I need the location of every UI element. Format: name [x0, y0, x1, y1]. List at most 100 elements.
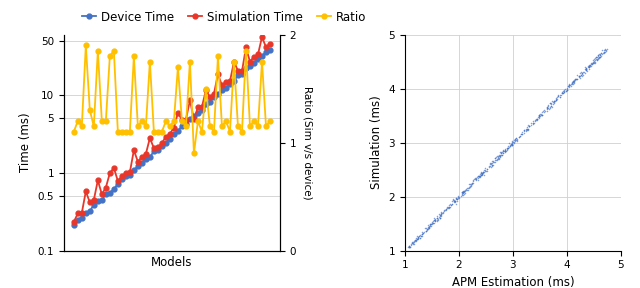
Point — [570, 77, 580, 82]
Point — [576, 70, 586, 74]
Point — [475, 174, 485, 178]
Point — [495, 154, 505, 158]
Point — [441, 207, 451, 212]
Point — [560, 87, 570, 92]
Point — [424, 226, 434, 231]
Point — [435, 213, 445, 218]
Point — [474, 175, 484, 179]
Point — [510, 138, 520, 142]
Point — [506, 143, 516, 148]
Point — [477, 170, 488, 175]
Point — [595, 54, 605, 59]
Y-axis label: Time (ms): Time (ms) — [19, 113, 32, 173]
Point — [430, 219, 440, 223]
Point — [512, 137, 522, 141]
Point — [471, 177, 481, 181]
Point — [413, 235, 423, 239]
Point — [517, 131, 527, 136]
Point — [461, 188, 472, 192]
Point — [435, 215, 445, 220]
Point — [465, 185, 476, 189]
Point — [415, 233, 425, 238]
Point — [409, 239, 419, 244]
Point — [548, 101, 559, 106]
Point — [481, 168, 491, 173]
Point — [451, 197, 461, 202]
Point — [537, 113, 547, 117]
Point — [485, 161, 495, 166]
Point — [577, 73, 587, 78]
Point — [438, 209, 449, 213]
Point — [514, 135, 524, 140]
Point — [592, 56, 602, 61]
Point — [524, 124, 534, 128]
Point — [580, 67, 591, 71]
Point — [583, 64, 593, 69]
Point — [524, 124, 534, 128]
Point — [588, 60, 598, 65]
Point — [472, 175, 483, 180]
Point — [436, 212, 446, 217]
Point — [500, 148, 511, 153]
Point — [421, 229, 431, 233]
Point — [403, 245, 413, 250]
Point — [550, 98, 561, 103]
Point — [463, 187, 473, 192]
Point — [436, 212, 446, 217]
Point — [458, 190, 468, 194]
Point — [537, 109, 547, 114]
Point — [511, 139, 522, 143]
Point — [532, 118, 542, 122]
Point — [502, 146, 512, 150]
Point — [417, 232, 428, 236]
Point — [596, 50, 606, 55]
Point — [433, 219, 443, 223]
Point — [573, 74, 584, 79]
Point — [435, 215, 445, 220]
Point — [548, 99, 559, 104]
Point — [508, 141, 518, 145]
Point — [517, 132, 527, 137]
Point — [532, 117, 542, 122]
Point — [410, 238, 420, 242]
Point — [534, 115, 544, 120]
Point — [426, 222, 436, 226]
Point — [467, 182, 477, 187]
Point — [598, 50, 609, 54]
Point — [561, 88, 571, 93]
Point — [587, 61, 597, 66]
Point — [459, 190, 469, 194]
Point — [487, 160, 497, 165]
Point — [524, 123, 534, 128]
Point — [534, 115, 544, 120]
Point — [556, 93, 566, 97]
Point — [509, 138, 520, 143]
Point — [505, 144, 515, 148]
Point — [523, 122, 533, 127]
Point — [588, 58, 598, 62]
Point — [415, 235, 426, 240]
Point — [445, 202, 456, 207]
Point — [496, 153, 506, 157]
Point — [426, 221, 436, 226]
Point — [562, 87, 572, 92]
Point — [450, 200, 460, 205]
Point — [433, 218, 443, 223]
Point — [477, 170, 487, 175]
Point — [497, 152, 507, 157]
Point — [521, 127, 531, 131]
Point — [467, 181, 477, 186]
Point — [522, 126, 532, 131]
Point — [537, 113, 547, 118]
Point — [410, 238, 420, 243]
Point — [476, 171, 486, 176]
Point — [527, 122, 538, 126]
Point — [461, 187, 471, 192]
Point — [471, 178, 481, 182]
Point — [580, 67, 591, 71]
Point — [591, 57, 602, 62]
Point — [536, 112, 547, 117]
Point — [404, 245, 415, 249]
Point — [577, 73, 588, 77]
Point — [522, 127, 532, 132]
